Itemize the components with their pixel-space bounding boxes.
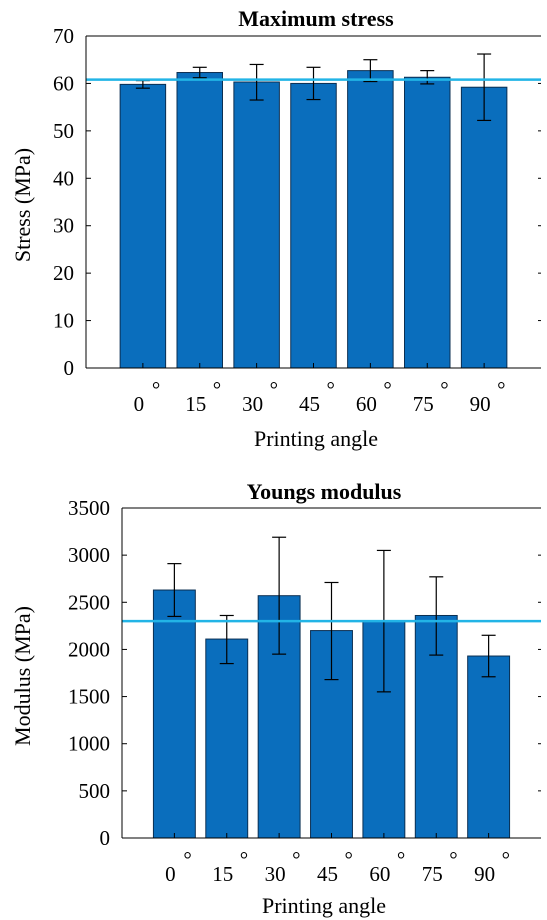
bar-60 (347, 70, 394, 369)
x-tick-label: 45 (299, 392, 320, 416)
error-bar-30 (272, 536, 287, 655)
y-axis-label: Modulus (MPa) (10, 606, 35, 746)
bar-30 (257, 595, 301, 839)
degree-symbol: ° (152, 377, 160, 401)
degree-symbol: ° (292, 847, 300, 871)
x-axis-label: Printing angle (262, 893, 386, 918)
x-tick-label: 90 (470, 392, 491, 416)
error-bar-75 (429, 576, 444, 656)
degree-symbol: ° (327, 377, 335, 401)
y-tick-label: 1000 (68, 732, 110, 756)
y-tick-label: 40 (53, 166, 74, 190)
bars (152, 589, 511, 839)
error-bar-45 (324, 581, 339, 681)
bar-90 (467, 655, 511, 839)
error-bar-60 (363, 59, 378, 83)
error-bar-0 (167, 563, 182, 618)
degree-symbol: ° (497, 377, 505, 401)
axes (121, 507, 541, 839)
degree-symbol: ° (240, 847, 248, 871)
y-tick-label: 3000 (68, 543, 110, 567)
error-bar-75 (420, 70, 435, 85)
y-tick-label: 0 (64, 356, 75, 380)
degree-symbol: ° (213, 377, 221, 401)
error-bar-45 (306, 66, 321, 101)
y-tick-label: 2000 (68, 637, 110, 661)
x-tick-labels: 0°15°30°45°60°75°90° (134, 377, 506, 416)
y-tick-label: 60 (53, 71, 74, 95)
x-axis-label: Printing angle (254, 426, 378, 451)
y-tick-label: 1500 (68, 685, 110, 709)
x-tick-label: 0 (165, 862, 176, 886)
degree-symbol: ° (183, 847, 191, 871)
x-tick-label: 45 (317, 862, 338, 886)
y-tick-label: 10 (53, 309, 74, 333)
chart-title: Youngs modulus (247, 479, 402, 504)
y-tick-labels: 0 10 20 30 40 50 60 70 (53, 24, 74, 380)
bar-30 (233, 81, 280, 369)
bars (119, 70, 508, 369)
x-tick-label: 15 (185, 392, 206, 416)
bar-75 (404, 76, 451, 369)
y-axis-label: Stress (MPa) (10, 148, 35, 262)
error-bar-15 (192, 66, 207, 79)
y-tick-label: 70 (53, 24, 74, 48)
x-tick-label: 60 (369, 862, 390, 886)
y-tick-label: 20 (53, 261, 74, 285)
y-tick-label: 50 (53, 119, 74, 143)
x-tick-label: 75 (422, 862, 443, 886)
bar-15 (176, 72, 223, 369)
axes (85, 35, 541, 369)
bar-15 (205, 638, 249, 839)
x-tick-labels: 0°15°30°45°60°75°90° (165, 847, 510, 886)
x-tick-label: 30 (242, 392, 263, 416)
bar-45 (310, 630, 353, 839)
error-bar-90 (481, 634, 496, 678)
degree-symbol: ° (502, 847, 510, 871)
y-tick-label: 30 (53, 214, 74, 238)
x-tick-label: 60 (356, 392, 377, 416)
x-tick-label: 15 (212, 862, 233, 886)
degree-symbol: ° (270, 377, 278, 401)
error-bar-90 (477, 53, 492, 122)
x-tick-label: 0 (134, 392, 145, 416)
bar-45 (290, 82, 337, 369)
degree-symbol: ° (440, 377, 448, 401)
bar-0 (119, 83, 167, 369)
y-tick-label: 0 (100, 826, 111, 850)
error-bars (135, 53, 492, 122)
degree-symbol: ° (449, 847, 457, 871)
bar-0 (152, 589, 196, 839)
degree-symbol: ° (397, 847, 405, 871)
bar-90 (460, 86, 508, 369)
y-tick-label: 500 (79, 779, 111, 803)
error-bar-30 (249, 63, 264, 101)
y-tick-labels: 0 500 1000 1500 2000 2500 3000 3500 (68, 496, 110, 850)
error-bar-15 (219, 614, 234, 665)
x-tick-label: 90 (474, 862, 495, 886)
x-tick-label: 75 (413, 392, 434, 416)
x-tick-label: 30 (265, 862, 286, 886)
chart-title: Maximum stress (238, 6, 394, 31)
degree-symbol: ° (383, 377, 391, 401)
y-tick-label: 3500 (68, 496, 110, 520)
degree-symbol: ° (345, 847, 353, 871)
y-tick-label: 2500 (68, 590, 110, 614)
